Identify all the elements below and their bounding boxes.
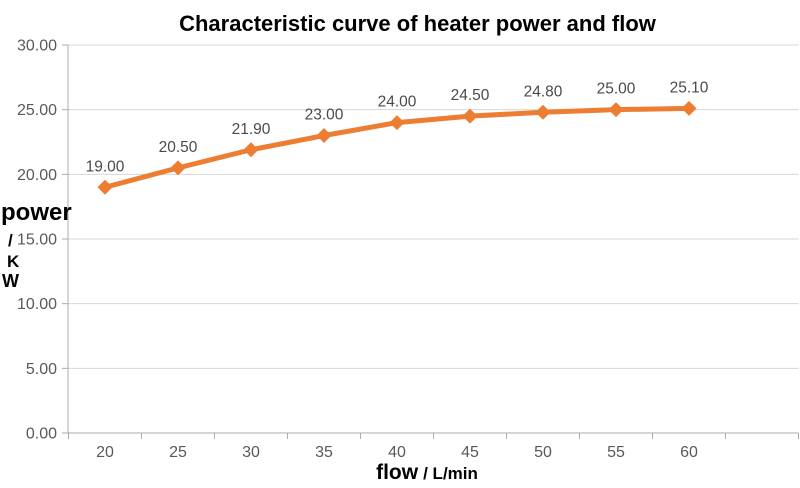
x-axis-title-unit: / L/min [423,464,478,483]
y-tick-label: 20.00 [17,167,57,184]
data-point-marker [535,104,551,120]
data-point-marker [462,108,478,124]
data-label: 23.00 [305,107,344,124]
data-point-marker [316,128,332,144]
x-tick-label: 60 [680,444,698,461]
y-tick-label: 5.00 [26,361,57,378]
x-tick-label: 30 [242,444,260,461]
y-axis-title-line-w: W [2,271,19,291]
data-label: 20.50 [159,139,198,156]
y-axis-title-line-power: power [1,199,72,226]
x-tick-label: 50 [534,444,552,461]
y-tick-label: 10.00 [17,296,57,313]
y-axis-title-line-k: K [7,252,20,271]
y-tick-label: 15.00 [17,232,57,249]
data-label: 24.50 [451,87,490,104]
y-tick-label: 0.00 [26,426,57,443]
data-point-marker [389,115,405,131]
y-tick-label: 30.00 [17,38,57,55]
y-tick-label: 25.00 [17,102,57,119]
data-label: 24.00 [378,94,417,111]
x-tick-label: 25 [169,444,187,461]
data-label: 25.10 [670,79,709,96]
x-tick-label: 55 [607,444,625,461]
data-point-marker [170,160,186,176]
x-tick-label: 45 [461,444,479,461]
x-tick-label: 40 [388,444,406,461]
data-point-marker [243,142,259,158]
x-tick-label: 35 [315,444,333,461]
data-point-marker [608,102,624,118]
x-axis-title: flow / L/min [0,461,800,485]
y-axis-title-line-slash: / [8,231,13,250]
data-label: 24.80 [524,83,563,100]
data-label: 25.00 [597,81,636,98]
data-point-marker [97,179,113,195]
data-label: 19.00 [86,158,125,175]
x-axis-title-flow: flow [376,461,419,484]
data-label: 21.90 [232,121,271,138]
x-tick-label: 20 [96,444,114,461]
chart-title: Characteristic curve of heater power and… [179,11,656,36]
data-point-marker [681,100,697,116]
